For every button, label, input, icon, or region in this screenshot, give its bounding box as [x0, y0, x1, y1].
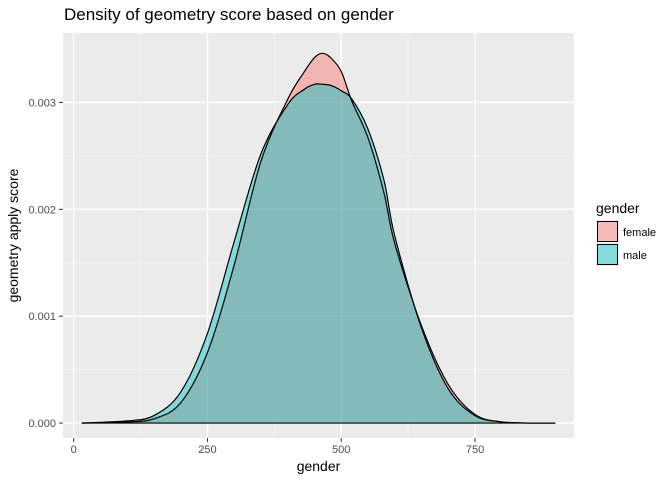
density-areas — [81, 52, 556, 424]
x-tick-label: 250 — [198, 444, 216, 456]
x-tick-label: 0 — [71, 444, 77, 456]
density-area-male — [81, 83, 556, 424]
legend-title: gender — [596, 200, 640, 216]
legend-label-female: female — [623, 227, 656, 239]
legend: gender female male — [596, 200, 656, 266]
chart-title: Density of geometry score based on gende… — [64, 5, 394, 24]
legend-key-bg-male — [596, 243, 619, 266]
y-tick-label: 0.003 — [28, 97, 56, 109]
axes: 0 250 500 750 0.000 0.001 0.002 0.003 — [28, 97, 484, 456]
x-tick-label: 750 — [466, 444, 484, 456]
y-tick-label: 0.000 — [28, 418, 56, 430]
x-axis-label: gender — [297, 458, 341, 474]
y-axis-label: geometry apply score — [5, 168, 21, 302]
x-tick-label: 500 — [332, 444, 350, 456]
y-tick-label: 0.001 — [28, 311, 56, 323]
density-line-female — [81, 52, 556, 424]
density-area-female — [81, 53, 556, 424]
plot-panel — [63, 33, 574, 438]
y-tick-label: 0.002 — [28, 204, 56, 216]
legend-key-bg-female — [596, 220, 619, 243]
density-line-male — [81, 83, 556, 424]
legend-label-male: male — [623, 250, 647, 262]
legend-swatch-female — [597, 221, 618, 242]
legend-swatch-male — [597, 244, 618, 265]
